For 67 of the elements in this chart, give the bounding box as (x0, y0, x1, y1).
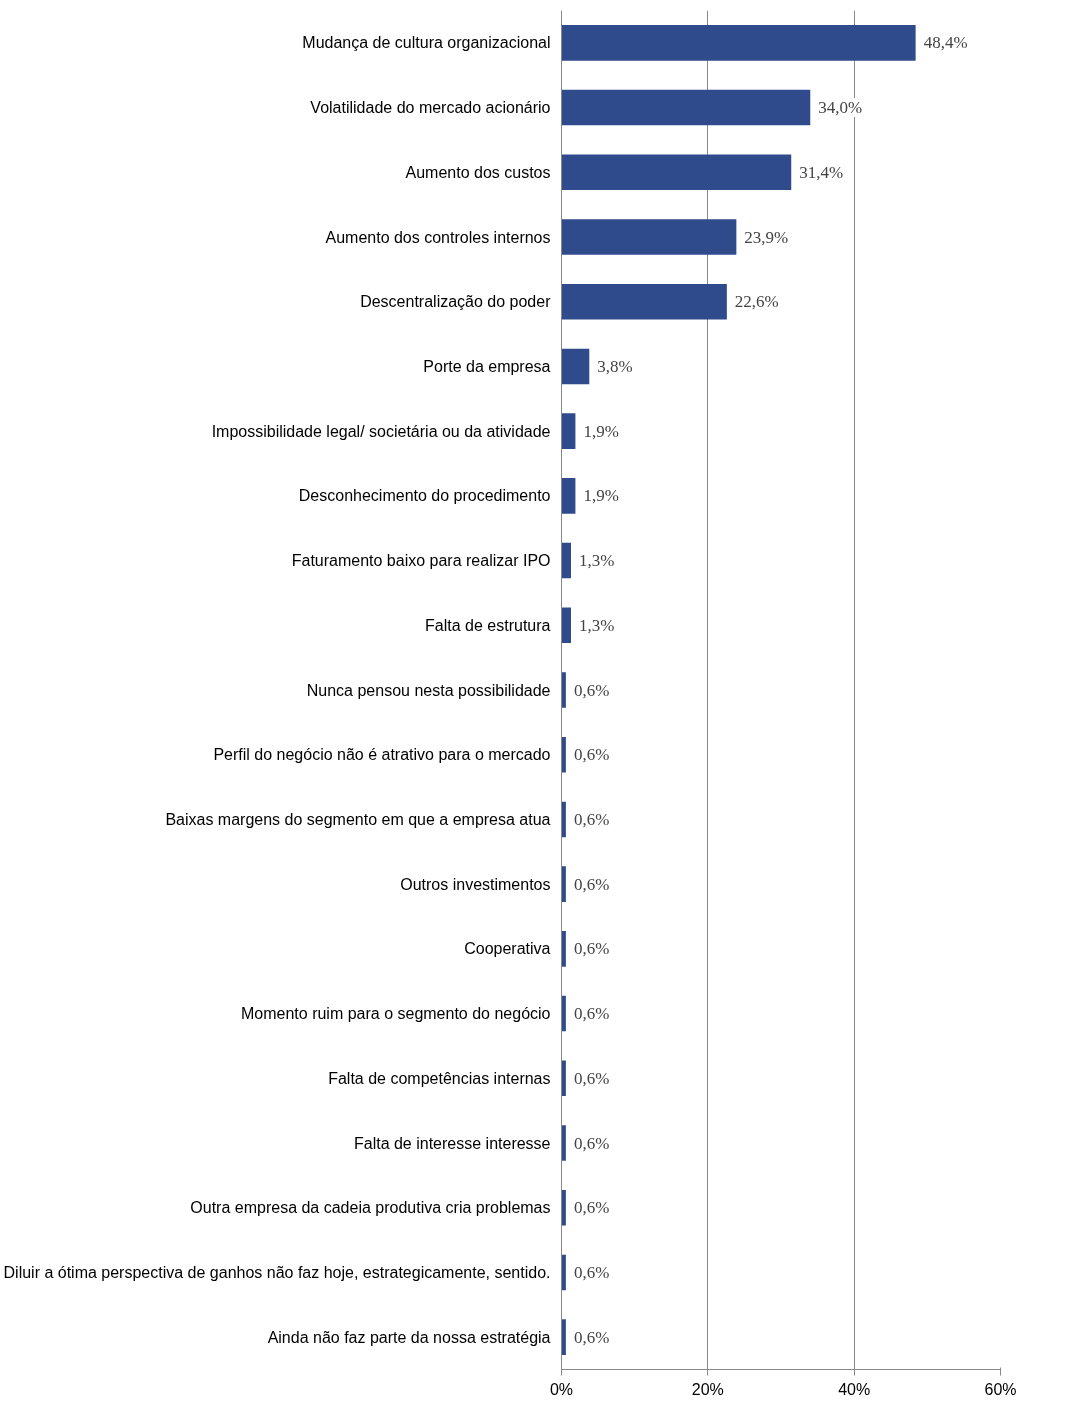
y-tick-label: Mudança de cultura organizacional (302, 34, 551, 52)
y-tick-label: Aumento dos controles internos (325, 228, 551, 246)
bar (561, 736, 566, 773)
bar (561, 348, 590, 385)
y-tick-label: Perfil do negócio não é atrativo para o mercado (213, 746, 551, 764)
bar (561, 931, 566, 967)
data-label: 1,3% (579, 615, 615, 635)
y-tick-label: Diluir a ótima perspectiva de ganhos não faz hoje, estrategicamente, sentido. (3, 1263, 551, 1281)
y-tick-label: Outros investimentos (400, 875, 551, 893)
y-tick-label: Porte da empresa (423, 357, 551, 375)
data-label: 0,6% (573, 1327, 610, 1347)
y-tick-label: Falta de estrutura (425, 616, 551, 634)
y-tick-label: Volatilidade do mercado acionário (310, 99, 551, 117)
data-label: 0,6% (573, 745, 610, 765)
data-label: 34,0% (818, 98, 863, 118)
y-tick-label: Ainda não faz parte da nossa estratégia (267, 1328, 551, 1346)
bar (561, 1189, 566, 1226)
y-tick-label: Falta de interesse interesse (353, 1134, 551, 1152)
y-tick-label: Baixas margens do segmento em que a empresa atua (165, 810, 551, 828)
data-label: 0,6% (573, 1068, 610, 1088)
bar (561, 995, 566, 1032)
x-tick-label: 40% (838, 1380, 871, 1398)
bar (561, 478, 576, 514)
bar (561, 1060, 566, 1097)
data-label: 0,6% (573, 809, 610, 829)
bar (561, 1125, 566, 1161)
bar (561, 866, 566, 902)
data-label: 48,4% (923, 33, 968, 53)
data-label: 31,4% (799, 162, 844, 182)
bar (561, 1319, 566, 1355)
bar (561, 1254, 566, 1291)
y-tick-label: Outra empresa da cadeia produtiva cria problemas (190, 1199, 551, 1217)
data-label: 23,9% (744, 227, 789, 247)
bar (561, 154, 792, 191)
data-label: 3,8% (597, 356, 633, 376)
data-label: 0,6% (573, 1004, 610, 1024)
y-tick-label: Faturamento baixo para realizar IPO (291, 552, 551, 570)
bar (561, 25, 916, 61)
y-tick-label: Aumento dos custos (405, 163, 551, 181)
y-tick-label: Falta de competências internas (328, 1069, 551, 1087)
y-tick-label: Momento ruim para o segmento do negócio (240, 1005, 551, 1023)
y-tick-label: Desconhecimento do procedimento (298, 487, 551, 505)
bar (561, 283, 727, 320)
bar (561, 607, 572, 644)
bar (561, 542, 572, 579)
data-label: 0,6% (573, 1133, 610, 1153)
bar (561, 413, 576, 449)
data-label: 1,3% (579, 551, 615, 571)
x-tick-label: 20% (691, 1380, 724, 1398)
bar (561, 89, 811, 126)
y-tick-label: Cooperativa (464, 940, 551, 958)
bar (561, 219, 737, 255)
y-tick-label: Descentralização do poder (360, 293, 552, 311)
y-tick-label: Impossibilidade legal/ societária ou da atividade (211, 422, 551, 440)
x-tick-label: 0% (549, 1380, 574, 1398)
bar (561, 801, 566, 838)
data-label: 1,9% (583, 421, 619, 441)
data-label: 0,6% (573, 939, 610, 959)
data-label: 22,6% (734, 292, 779, 312)
x-tick-label: 60% (984, 1380, 1017, 1398)
y-tick-label: Nunca pensou nesta possibilidade (306, 681, 551, 699)
data-label: 0,6% (573, 1262, 610, 1282)
data-label: 0,6% (573, 680, 610, 700)
data-label: 1,9% (583, 486, 619, 506)
data-label: 0,6% (573, 1198, 610, 1218)
data-label: 0,6% (573, 874, 610, 894)
bar (561, 672, 566, 708)
